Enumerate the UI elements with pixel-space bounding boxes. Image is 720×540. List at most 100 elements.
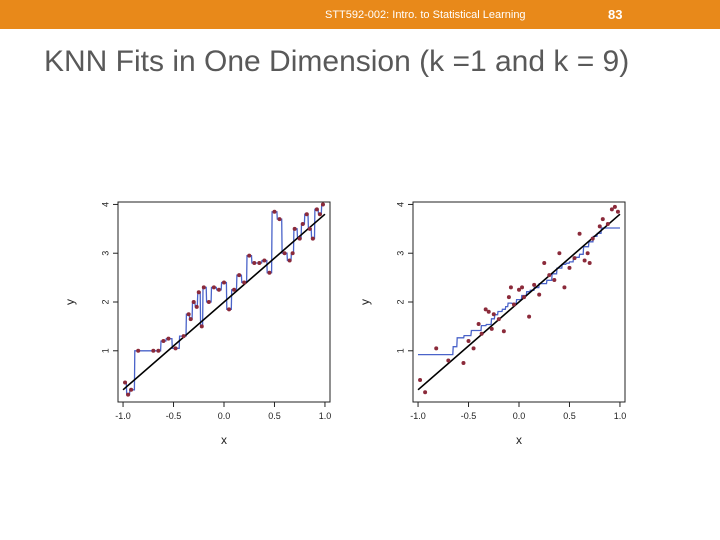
slide-title: KNN Fits in One Dimension (k =1 and k = … xyxy=(44,45,630,78)
y-tick-label: 1 xyxy=(395,348,405,353)
x-tick-label: -0.5 xyxy=(166,411,182,421)
data-point xyxy=(247,253,252,258)
knn-plot-k1: -1.0 -0.5 0.0 0.5 1.0 1 2 3 4 x y xyxy=(63,201,332,447)
data-point xyxy=(547,273,552,278)
data-point xyxy=(252,260,257,265)
data-point xyxy=(479,331,484,336)
data-point xyxy=(304,212,309,217)
true-function-line xyxy=(122,213,326,391)
data-point xyxy=(572,256,577,261)
data-point xyxy=(496,317,501,322)
data-point xyxy=(257,260,262,265)
data-point xyxy=(317,212,322,217)
data-point xyxy=(242,280,247,285)
knn-fit-line xyxy=(418,227,620,356)
data-point xyxy=(532,282,537,287)
data-point xyxy=(605,221,610,226)
data-point xyxy=(590,236,595,241)
page-number: 83 xyxy=(608,7,623,22)
data-point xyxy=(483,307,488,312)
data-point xyxy=(126,392,131,397)
data-point xyxy=(612,204,617,209)
data-point xyxy=(199,324,204,329)
course-title: STT592-002: Intro. to Statistical Learni… xyxy=(325,9,526,21)
data-point xyxy=(609,207,614,212)
header-bar: STT592-002: Intro. to Statistical Learni… xyxy=(0,0,720,29)
x-tick-label: -1.0 xyxy=(115,411,131,421)
data-point xyxy=(181,334,186,339)
data-point xyxy=(161,339,166,344)
data-point xyxy=(191,300,196,304)
data-point xyxy=(314,207,319,212)
data-point xyxy=(136,348,141,353)
data-point xyxy=(297,236,302,241)
data-point xyxy=(557,251,562,256)
data-point xyxy=(501,329,506,334)
y-tick-label: 1 xyxy=(100,348,110,353)
data-point xyxy=(277,217,282,222)
data-point xyxy=(287,258,292,263)
data-point xyxy=(320,202,325,207)
data-point xyxy=(587,260,592,265)
data-point xyxy=(307,226,312,231)
data-point xyxy=(476,321,481,326)
data-point xyxy=(156,348,161,353)
data-point xyxy=(489,326,494,331)
data-point xyxy=(600,217,605,222)
data-point xyxy=(166,336,171,341)
data-point xyxy=(552,278,557,283)
data-point xyxy=(471,346,476,351)
data-point xyxy=(123,380,128,385)
data-point xyxy=(227,307,232,312)
data-point xyxy=(129,387,134,392)
y-tick-label: 2 xyxy=(100,299,110,304)
data-point xyxy=(585,251,590,256)
x-axis-label: x xyxy=(516,433,522,447)
data-point xyxy=(567,265,572,270)
data-point xyxy=(237,273,242,278)
data-point xyxy=(434,346,439,351)
data-point xyxy=(520,285,525,290)
data-point xyxy=(290,251,295,256)
y-tick-label: 4 xyxy=(100,202,110,207)
data-point xyxy=(486,309,491,314)
data-point xyxy=(446,358,451,363)
data-point xyxy=(615,209,620,214)
x-tick-label: -0.5 xyxy=(461,411,477,421)
x-tick-label: 0.5 xyxy=(268,411,281,421)
x-tick-label: 0.5 xyxy=(563,411,576,421)
data-point xyxy=(262,258,267,263)
true-function-line xyxy=(417,213,621,391)
data-point xyxy=(527,314,532,319)
x-tick-label: 1.0 xyxy=(319,411,332,421)
data-point xyxy=(582,258,587,263)
y-axis-label: y xyxy=(358,299,372,305)
data-point xyxy=(292,226,297,231)
data-point xyxy=(216,287,221,292)
data-point xyxy=(537,292,542,297)
y-axis-label: y xyxy=(63,299,77,305)
data-point xyxy=(491,312,496,317)
data-point xyxy=(188,317,193,322)
data-point xyxy=(196,290,201,295)
data-point xyxy=(222,280,226,285)
data-point xyxy=(466,339,471,344)
x-tick-label: 0.0 xyxy=(513,411,526,421)
data-point xyxy=(206,300,211,304)
data-point xyxy=(418,378,423,383)
x-tick-label: -1.0 xyxy=(410,411,426,421)
data-point xyxy=(597,224,602,229)
y-tick-label: 3 xyxy=(100,251,110,256)
data-point xyxy=(511,302,516,307)
data-point xyxy=(508,285,513,290)
data-point xyxy=(506,295,511,300)
data-point xyxy=(194,304,199,309)
data-point xyxy=(517,287,521,292)
data-point xyxy=(211,285,216,290)
data-point xyxy=(267,270,272,275)
data-point xyxy=(310,236,315,241)
data-point xyxy=(461,360,466,365)
data-point xyxy=(282,251,287,256)
x-axis-label: x xyxy=(221,433,227,447)
data-point xyxy=(542,260,547,265)
